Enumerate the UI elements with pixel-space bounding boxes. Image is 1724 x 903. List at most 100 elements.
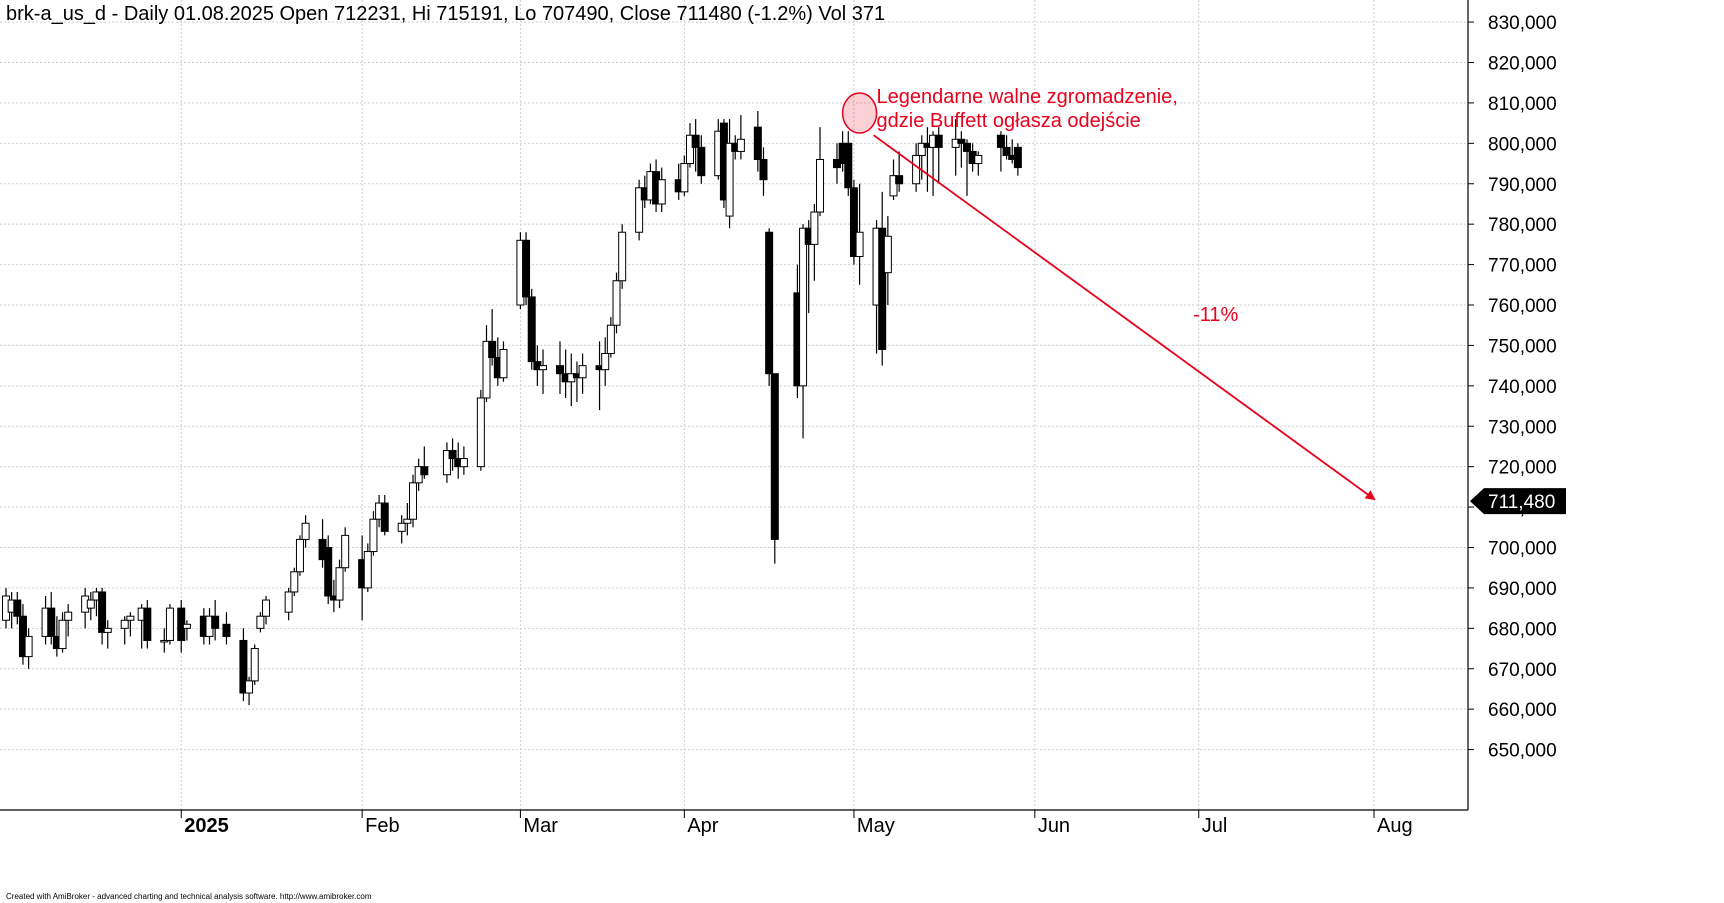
candle-body (459, 458, 468, 468)
candle-body (680, 163, 689, 193)
candle (765, 228, 774, 386)
candle (126, 612, 135, 637)
candle (612, 272, 621, 334)
candle (369, 511, 378, 556)
candle-body (770, 373, 779, 540)
candle-body (555, 365, 564, 375)
candle-body (883, 235, 892, 274)
candle-body (753, 126, 762, 160)
candle-body (409, 482, 418, 520)
candle (962, 139, 971, 196)
candle (58, 612, 67, 653)
y-tick-label: 780,000 (1488, 215, 1557, 236)
candle-body (211, 615, 220, 629)
candle (324, 535, 333, 605)
candle (482, 325, 491, 402)
x-tick-label: Aug (1377, 815, 1413, 837)
candle-body (290, 571, 299, 593)
y-tick-label: 670,000 (1488, 660, 1557, 681)
candle (488, 309, 497, 366)
candle (409, 474, 418, 528)
candle (420, 446, 429, 479)
last-value-label: 711,480 (1488, 492, 1555, 513)
y-tick-label: 740,000 (1488, 377, 1557, 398)
candle-body (24, 635, 33, 658)
candle-body (855, 231, 864, 257)
candle (697, 135, 706, 184)
highlight-circle (841, 92, 878, 134)
annotation-text: Legendarne walne zgromadzenie, gdzie Buff… (877, 86, 1178, 132)
candle-body (895, 175, 904, 185)
candle (810, 203, 819, 281)
candle-body (878, 227, 887, 350)
candle (567, 353, 576, 407)
candle-body (488, 340, 497, 359)
candle-body (397, 522, 406, 532)
candle (301, 515, 310, 548)
candle-body (324, 547, 333, 597)
y-tick-label: 820,000 (1488, 54, 1557, 75)
x-tick-label: May (857, 815, 895, 837)
candle (239, 628, 248, 702)
candle (182, 620, 191, 641)
candle (957, 131, 966, 168)
candle (686, 123, 694, 168)
candle (522, 232, 531, 305)
candle-body (725, 142, 734, 217)
candle (917, 135, 926, 180)
candle (770, 373, 779, 564)
candle (256, 612, 265, 633)
candle (211, 600, 220, 641)
candle-body (482, 340, 491, 399)
x-tick-label: Mar (523, 815, 558, 837)
candle (595, 341, 604, 411)
candle-body (934, 134, 943, 148)
candle-body (222, 623, 231, 637)
candle (996, 131, 1005, 172)
candle-body (295, 538, 304, 573)
candle-body (635, 187, 644, 233)
y-tick-label: 720,000 (1488, 458, 1557, 479)
candle (143, 600, 152, 649)
y-tick-label: 680,000 (1488, 619, 1557, 640)
trend-arrow (873, 134, 1376, 501)
candle-body (262, 599, 271, 617)
y-tick-label: 800,000 (1488, 134, 1557, 155)
candle-body (341, 534, 350, 569)
candle (380, 494, 389, 536)
last-value-badge: 711,480 (1470, 488, 1566, 515)
axes: 650,000 660,000 670,000 680,000 690,000 700,0… (0, 0, 1566, 837)
candle (295, 535, 304, 576)
candle-body (765, 231, 774, 375)
y-tick-label: 730,000 (1488, 417, 1557, 438)
candle-body (442, 450, 451, 476)
candle (753, 111, 762, 172)
candle (816, 127, 825, 217)
candle (222, 612, 231, 645)
candle (499, 341, 508, 382)
candle (1013, 143, 1022, 176)
candle-body (126, 615, 135, 621)
candle (555, 341, 564, 394)
candle (24, 628, 33, 669)
candle (165, 604, 174, 645)
candle-body (849, 187, 858, 258)
candle-body (844, 142, 853, 189)
candle (883, 216, 892, 305)
candle (262, 596, 271, 625)
candle-body (1013, 146, 1022, 169)
candle (442, 442, 451, 483)
annotations: Legendarne walne zgromadzenie, gdzie Buff… (841, 86, 1376, 501)
grid (0, 0, 1468, 810)
candle-body (736, 138, 745, 152)
candle-body (403, 518, 412, 524)
candle-body (420, 466, 429, 476)
y-tick-label: 690,000 (1488, 579, 1557, 600)
candles (2, 111, 1022, 706)
candle-body (539, 365, 548, 371)
candle-body (618, 231, 627, 282)
candle (578, 353, 587, 394)
candle (539, 349, 548, 394)
candle (363, 543, 372, 592)
